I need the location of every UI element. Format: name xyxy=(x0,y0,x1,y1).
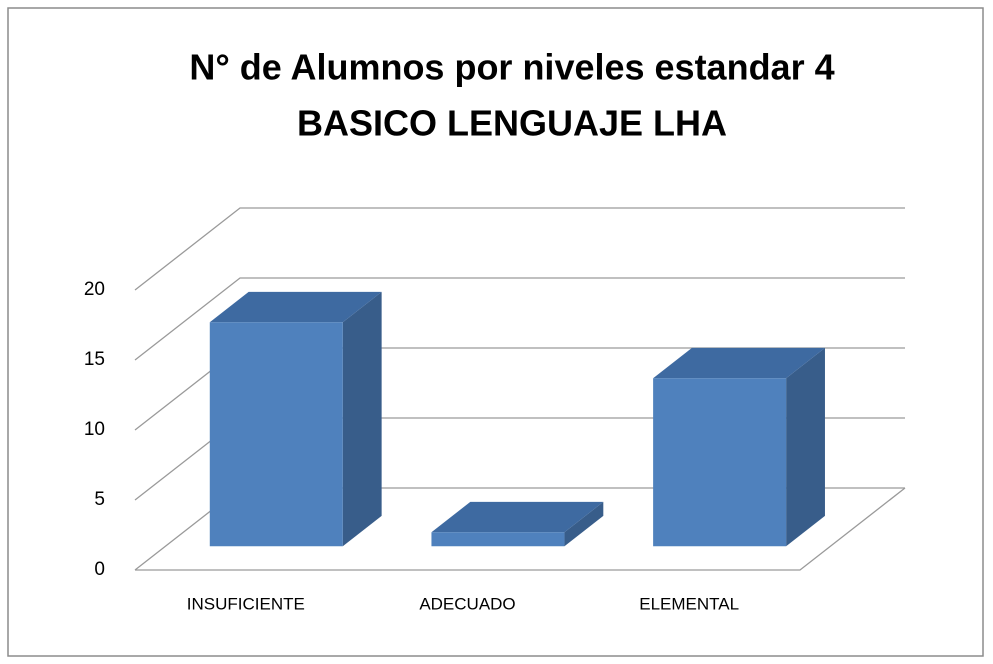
y-tick-label: 15 xyxy=(84,349,105,370)
floor-edge xyxy=(135,487,906,571)
bar xyxy=(209,322,343,547)
x-tick-label: ADECUADO xyxy=(419,594,515,613)
bar-side xyxy=(786,347,825,547)
bar-side xyxy=(564,501,604,547)
bar-top xyxy=(209,291,382,323)
x-tick-label: INSUFICIENTE xyxy=(187,594,305,613)
y-tick-label: 0 xyxy=(94,559,105,580)
y-tick-label: 20 xyxy=(84,279,105,300)
bar xyxy=(431,532,565,547)
x-tick-label: ELEMENTAL xyxy=(639,594,739,613)
y-tick-label: 5 xyxy=(94,489,105,510)
bar-top xyxy=(431,501,604,533)
chart-title: N° de Alumnos por niveles estandar 4 xyxy=(189,47,834,88)
bar-top xyxy=(653,347,825,379)
grid-line xyxy=(134,277,905,361)
grid-line xyxy=(134,207,905,291)
bar-side xyxy=(342,291,382,547)
y-tick-label: 10 xyxy=(84,419,105,440)
bar xyxy=(653,378,787,547)
chart-title: BASICO LENGUAJE LHA xyxy=(297,103,727,144)
